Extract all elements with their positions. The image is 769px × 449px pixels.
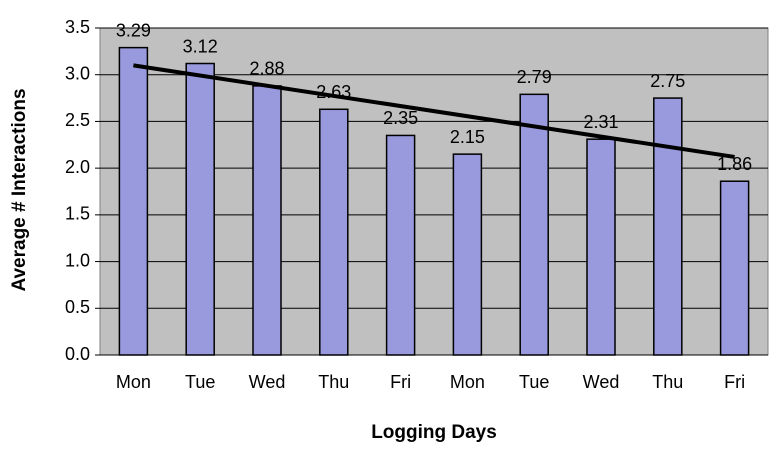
y-tick-label: 1.0 [65, 250, 90, 270]
x-tick-label: Mon [116, 372, 151, 392]
bar [452, 153, 483, 356]
data-label: 2.79 [517, 67, 552, 87]
bar [519, 93, 549, 356]
data-label: 3.29 [116, 20, 151, 40]
bar [319, 108, 349, 356]
x-tick-label: Fri [724, 372, 745, 392]
data-label: 2.35 [383, 108, 418, 128]
x-tick-label: Fri [390, 372, 411, 392]
trend-line [133, 63, 735, 159]
bar [252, 85, 282, 356]
x-axis-title: Logging Days [371, 422, 497, 443]
x-tick-label: Tue [185, 372, 215, 392]
x-tick-label: Mon [450, 372, 485, 392]
x-tick-label: Wed [249, 372, 286, 392]
y-axis-title: Average # Interactions [9, 88, 30, 291]
y-tick-label: 3.5 [65, 17, 90, 37]
y-tick-label: 2.5 [65, 110, 90, 130]
y-tick-label: 1.5 [65, 204, 90, 224]
x-tick-label: Thu [652, 372, 683, 392]
y-tick-label: 3.0 [65, 63, 90, 83]
y-tick-label: 2.0 [65, 157, 90, 177]
data-label: 1.86 [717, 154, 752, 174]
data-label: 2.88 [249, 59, 284, 79]
x-tick-label: Tue [519, 372, 549, 392]
x-tick-label: Thu [318, 372, 349, 392]
bar [118, 46, 149, 356]
bar [653, 97, 683, 356]
x-tick-label: Wed [583, 372, 620, 392]
data-label: 2.15 [450, 127, 485, 147]
bar [185, 62, 215, 356]
bar [586, 138, 616, 356]
bar [385, 134, 416, 356]
data-label: 3.12 [183, 36, 218, 56]
y-tick-label: 0.0 [65, 344, 90, 364]
y-tick-label: 0.5 [65, 297, 90, 317]
data-label: 2.75 [650, 71, 685, 91]
data-label: 2.31 [583, 112, 618, 132]
bar [719, 180, 750, 356]
